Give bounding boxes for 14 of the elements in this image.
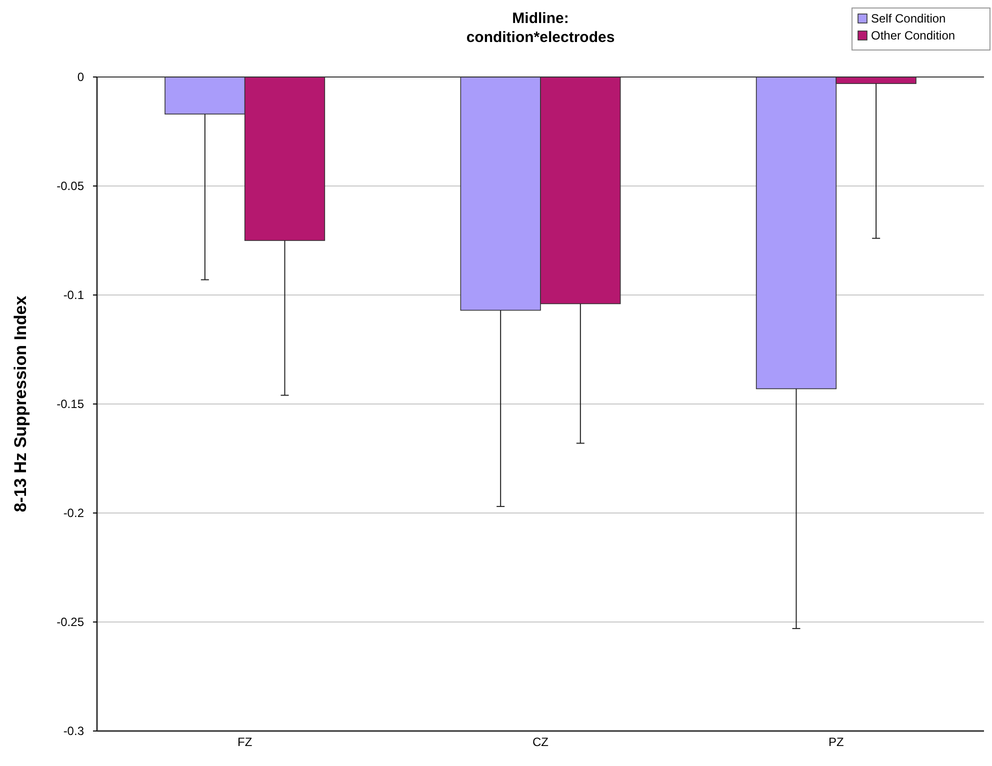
y-tick-label: -0.2	[63, 506, 84, 520]
x-tick-label: FZ	[237, 735, 252, 749]
y-tick-label: -0.3	[63, 724, 84, 738]
y-tick-label: -0.25	[56, 614, 84, 629]
legend-label: Other Condition	[871, 28, 956, 42]
x-tick-label: CZ	[532, 735, 548, 749]
y-tick-label: -0.1	[63, 288, 84, 302]
y-axis-title: 8-13 Hz Suppression Index	[11, 295, 30, 512]
y-tick-label: -0.15	[56, 396, 84, 411]
y-tick-label: -0.05	[56, 178, 84, 193]
y-tick-label: 0	[77, 70, 84, 84]
chart-title: Midline: condition*electrodes	[466, 10, 615, 46]
legend-label: Self Condition	[871, 12, 946, 26]
x-tick-label: PZ	[828, 735, 844, 749]
